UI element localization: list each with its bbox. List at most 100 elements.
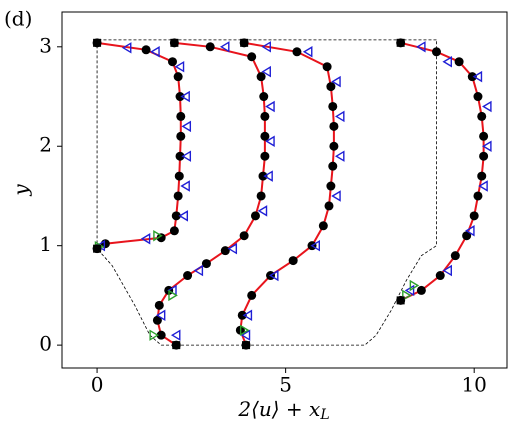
- x-axis-label-sub: L: [319, 407, 329, 423]
- point: [260, 111, 270, 121]
- point: [288, 256, 298, 266]
- y-tick-label: 3: [39, 33, 52, 57]
- point: [260, 131, 270, 141]
- point: [183, 271, 193, 281]
- point: [153, 230, 163, 242]
- point: [174, 60, 185, 73]
- point: [180, 90, 190, 103]
- point: [205, 42, 215, 52]
- point: [239, 324, 250, 336]
- point: [265, 100, 275, 113]
- point: [334, 150, 345, 162]
- point: [168, 289, 178, 302]
- point: [150, 46, 160, 58]
- y-axis-label: y: [9, 184, 33, 197]
- point: [310, 239, 321, 252]
- point: [473, 191, 483, 201]
- panel-label: (d): [4, 7, 32, 31]
- point: [180, 180, 190, 192]
- point: [435, 271, 445, 281]
- series-line: [96, 39, 437, 346]
- point: [263, 170, 273, 182]
- point: [482, 100, 492, 113]
- point: [173, 72, 183, 82]
- point: [181, 120, 192, 133]
- point: [396, 296, 405, 305]
- point: [227, 242, 238, 255]
- point: [322, 62, 332, 72]
- point: [193, 264, 204, 277]
- point: [140, 232, 151, 245]
- point: [121, 42, 132, 54]
- point: [239, 231, 249, 241]
- point: [260, 151, 270, 161]
- point: [469, 211, 479, 221]
- point: [174, 171, 184, 181]
- point: [318, 221, 328, 231]
- point: [467, 72, 477, 82]
- point: [156, 330, 166, 340]
- y-tick-label: 1: [39, 232, 52, 256]
- point: [331, 75, 341, 88]
- point: [478, 180, 488, 192]
- point: [477, 111, 487, 121]
- point: [247, 52, 257, 62]
- point: [240, 329, 251, 341]
- point: [152, 315, 162, 325]
- point: [416, 41, 426, 53]
- point: [465, 225, 475, 237]
- point: [181, 150, 192, 162]
- point: [292, 47, 302, 57]
- point: [173, 191, 183, 201]
- point: [240, 38, 249, 47]
- point: [175, 92, 185, 102]
- y-tick-label: 0: [39, 332, 52, 356]
- point: [219, 41, 230, 53]
- point: [454, 57, 464, 67]
- point: [250, 211, 260, 221]
- point: [479, 131, 489, 141]
- point: [334, 110, 345, 123]
- point: [201, 259, 211, 269]
- plot-frame: [61, 11, 508, 369]
- point: [479, 151, 489, 161]
- point: [170, 38, 179, 47]
- point: [169, 226, 179, 236]
- point: [149, 329, 160, 341]
- point: [482, 140, 492, 152]
- point: [242, 309, 253, 322]
- point: [442, 55, 452, 68]
- y-tick-label: 2: [39, 133, 52, 157]
- series-line: [96, 41, 182, 250]
- point: [416, 285, 426, 295]
- point: [172, 341, 181, 350]
- point: [265, 135, 275, 148]
- point: [256, 72, 266, 82]
- point: [170, 329, 181, 341]
- point: [167, 57, 177, 67]
- point: [261, 65, 271, 78]
- point: [402, 289, 412, 302]
- x-tick-label: 10: [461, 373, 486, 397]
- point: [328, 161, 338, 171]
- point: [141, 45, 151, 55]
- point: [261, 41, 271, 53]
- point: [242, 341, 251, 350]
- x-tick-label: 5: [279, 373, 292, 397]
- point: [258, 171, 268, 181]
- point: [326, 82, 336, 92]
- point: [326, 181, 336, 191]
- point: [431, 47, 441, 57]
- point: [462, 231, 472, 241]
- point: [409, 279, 420, 292]
- point: [220, 246, 230, 256]
- point: [171, 211, 181, 221]
- point: [477, 171, 487, 181]
- series-line: [400, 41, 485, 302]
- point: [259, 92, 269, 102]
- point: [329, 121, 339, 131]
- point: [472, 70, 483, 83]
- point: [331, 190, 341, 202]
- point: [176, 111, 186, 121]
